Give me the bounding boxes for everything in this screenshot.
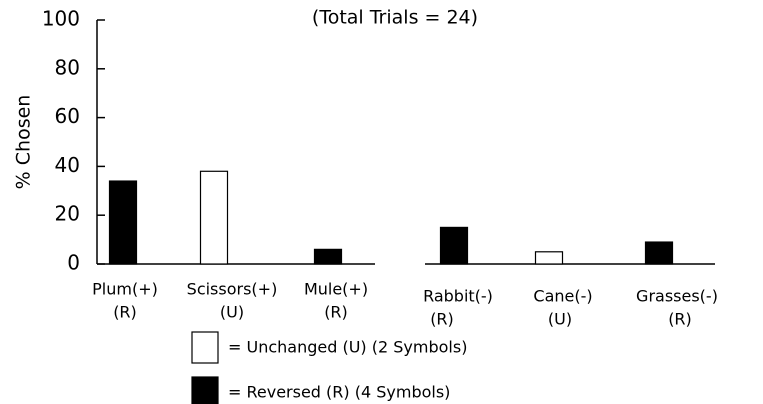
bar	[644, 241, 674, 265]
y-tick-label: 20	[55, 202, 80, 226]
y-tick-label: 100	[42, 7, 80, 31]
x-tick-code: (R)	[430, 310, 454, 329]
x-tick-label: Mule(+)	[304, 280, 368, 299]
bar	[439, 226, 469, 265]
chart-subtitle: (Total Trials = 24)	[312, 7, 478, 29]
x-tick-label: Rabbit(-)	[423, 287, 493, 306]
y-tick-label: 0	[67, 251, 80, 275]
x-tick-label: Scissors(+)	[187, 280, 278, 299]
x-tick-code: (R)	[324, 303, 348, 322]
x-tick-code: (R)	[113, 303, 137, 322]
x-tick-label: Cane(-)	[533, 287, 592, 306]
bar	[534, 251, 564, 265]
legend-swatch	[191, 376, 219, 404]
x-tick-label: Plum(+)	[92, 280, 158, 299]
x-tick-code: (U)	[548, 310, 572, 329]
y-tick-label: 60	[55, 104, 80, 128]
x-tick-code: (R)	[668, 310, 692, 329]
x-tick-label: Grasses(-)	[636, 287, 718, 306]
legend-label: = Unchanged (U) (2 Symbols)	[228, 338, 467, 357]
legend-swatch	[191, 331, 219, 364]
y-axis-label: % Chosen	[13, 95, 35, 190]
y-tick-label: 40	[55, 153, 80, 177]
x-tick-code: (U)	[220, 303, 244, 322]
bar	[313, 248, 343, 265]
legend-label: = Reversed (R) (4 Symbols)	[228, 383, 450, 402]
bar	[108, 180, 138, 265]
bar	[199, 170, 229, 265]
y-tick-label: 80	[55, 55, 80, 79]
